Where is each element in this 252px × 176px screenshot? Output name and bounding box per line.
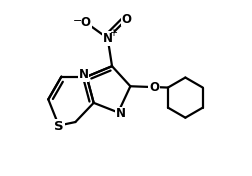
Text: N: N (79, 68, 88, 81)
Text: N: N (103, 32, 113, 45)
Text: −: − (72, 16, 82, 26)
Text: O: O (149, 81, 159, 94)
Text: +: + (109, 28, 117, 38)
Text: O: O (81, 16, 91, 29)
Text: S: S (54, 120, 64, 133)
Text: O: O (122, 12, 132, 26)
Text: N: N (116, 107, 126, 120)
